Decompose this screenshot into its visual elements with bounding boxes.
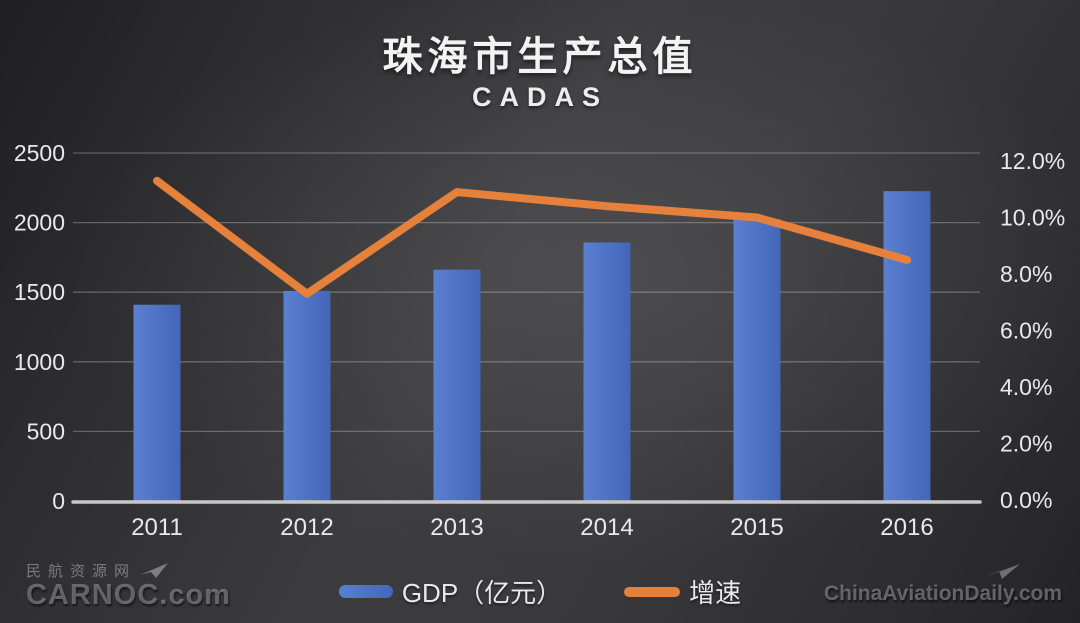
x-label-2016: 2016 bbox=[880, 514, 933, 541]
gdp-legend-swatch bbox=[338, 585, 393, 598]
gdp-bar-2014 bbox=[583, 242, 631, 501]
carnoc-watermark: 民航资源网 CARNOC.com bbox=[26, 560, 231, 612]
legend-item-growth: 增速 bbox=[624, 573, 741, 610]
y-right-label-10.0%: 10.0% bbox=[1000, 205, 1065, 231]
y-right-label-0.0%: 0.0% bbox=[1000, 487, 1052, 513]
y-right-label-2.0%: 2.0% bbox=[1000, 431, 1052, 457]
legend-item-gdp: GDP（亿元） bbox=[338, 573, 563, 610]
gdp-bar-2012 bbox=[283, 290, 331, 501]
carnoc-watermark-cn-text: 民航资源网 bbox=[26, 563, 137, 580]
growth-line-path bbox=[153, 176, 911, 298]
carnoc-watermark-url: CARNOC.com bbox=[26, 579, 231, 611]
y-left-label-1000: 1000 bbox=[14, 349, 65, 375]
gdp-bar-series bbox=[133, 191, 931, 501]
gdp-bar-2011 bbox=[133, 304, 181, 501]
y-right-label-12.0%: 12.0% bbox=[1000, 148, 1065, 174]
x-label-2012: 2012 bbox=[280, 514, 333, 541]
growth-line-series bbox=[153, 176, 911, 298]
x-label-2015: 2015 bbox=[730, 514, 783, 541]
legend: GDP（亿元） 增速 bbox=[0, 573, 1080, 610]
paper-plane-icon bbox=[140, 562, 169, 578]
y-left-label-500: 500 bbox=[27, 418, 65, 444]
y-left-label-2500: 2500 bbox=[14, 140, 65, 166]
y-left-label-0: 0 bbox=[52, 488, 65, 514]
gdp-legend-label: GDP（亿元） bbox=[401, 578, 563, 608]
gdp-bar-2013 bbox=[433, 269, 481, 501]
y-right-label-6.0%: 6.0% bbox=[1000, 318, 1052, 344]
x-label-2014: 2014 bbox=[580, 514, 633, 541]
y-left-label-1500: 1500 bbox=[14, 279, 65, 305]
growth-legend-label: 增速 bbox=[689, 578, 742, 608]
chinaaviationdaily-watermark: ChinaAviationDaily.com bbox=[823, 582, 1062, 605]
gdp-bar-2016 bbox=[883, 191, 931, 501]
gridlines bbox=[73, 152, 980, 433]
y-left-label-2000: 2000 bbox=[14, 210, 65, 236]
page-title: 珠海市生产总值 bbox=[382, 35, 698, 79]
y-right-label-4.0%: 4.0% bbox=[1000, 374, 1052, 400]
gdp-bar-2015 bbox=[733, 219, 781, 501]
carnoc-watermark-cn: 民航资源网 bbox=[26, 560, 231, 581]
x-label-2011: 2011 bbox=[131, 514, 183, 541]
growth-legend-swatch bbox=[624, 586, 681, 597]
y-right-label-8.0%: 8.0% bbox=[1000, 261, 1052, 287]
x-label-2013: 2013 bbox=[430, 514, 483, 541]
axis-labels: 0 500 1000 1500 2000 2500 0.0% 2.0% 4.0% 6.0% 8.0%… bbox=[14, 140, 1065, 541]
bird-swoosh-icon bbox=[982, 563, 1022, 586]
page-subtitle: CADAS bbox=[471, 82, 608, 112]
